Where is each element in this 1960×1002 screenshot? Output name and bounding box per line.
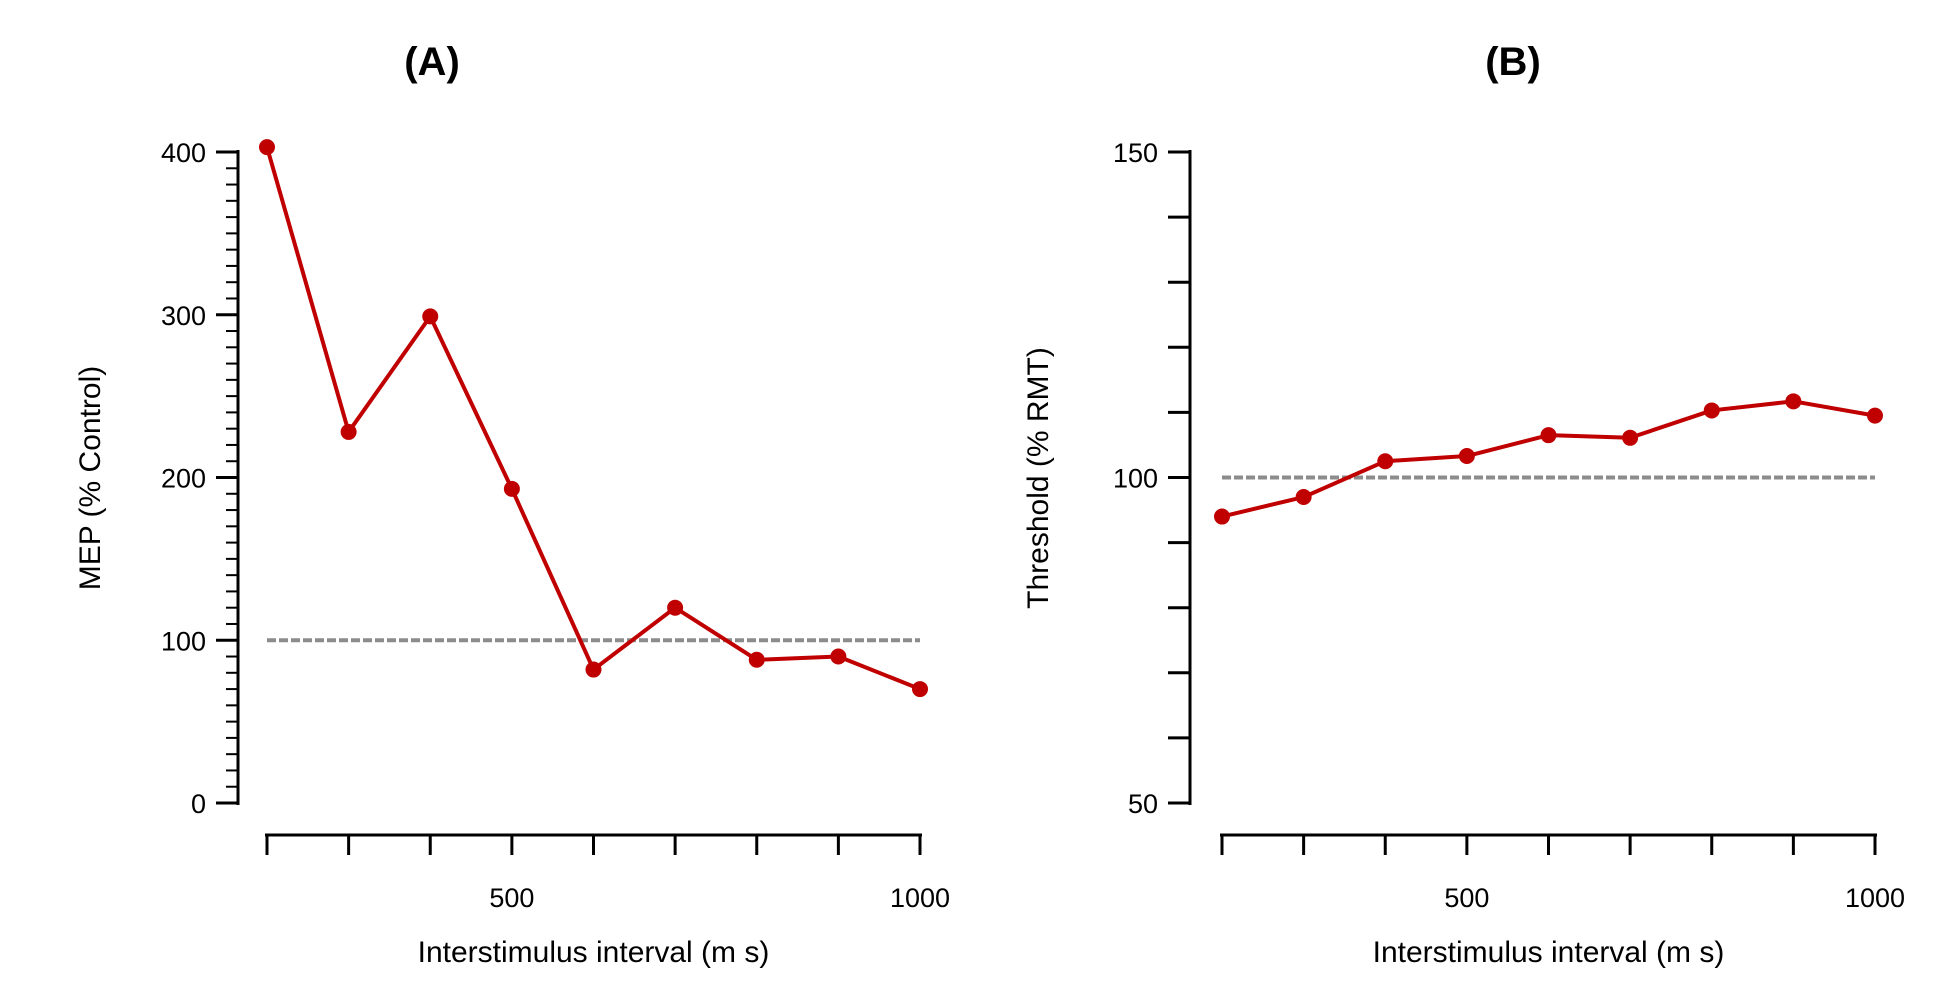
y-tick-label: 100 — [1113, 464, 1158, 494]
data-point — [340, 423, 357, 440]
chart-title: (B) — [1485, 40, 1541, 84]
x-axis-label: Interstimulus interval (m s) — [1373, 936, 1725, 969]
y-tick-label: 0 — [191, 789, 206, 819]
x-tick-label: 1000 — [1845, 883, 1905, 913]
y-axis-label: Threshold (% RMT) — [1022, 347, 1055, 609]
data-point — [503, 480, 520, 497]
data-point — [1867, 407, 1883, 424]
data-point — [912, 681, 928, 698]
y-tick-label: 300 — [161, 301, 206, 331]
data-point — [1458, 448, 1475, 465]
x-tick-label: 1000 — [890, 883, 950, 913]
data-point — [830, 648, 847, 665]
data-point — [1214, 508, 1230, 525]
y-tick-label: 200 — [161, 464, 206, 494]
data-point — [667, 599, 684, 616]
data-point — [1295, 489, 1312, 506]
series-line — [265, 146, 921, 691]
y-tick-label: 100 — [161, 626, 206, 656]
data-point — [1540, 427, 1557, 444]
series-line — [1221, 399, 1876, 519]
data-point — [1703, 402, 1720, 419]
chart-panel-a: (A) 0 100 200 300 400 MEP (% Control) 500 1000 In… — [74, 40, 950, 969]
x-axis-label: Interstimulus interval (m s) — [418, 936, 770, 969]
x-tick-label: 500 — [1444, 883, 1489, 913]
y-tick-label: 50 — [1128, 789, 1158, 819]
x-tick-label: 500 — [489, 883, 534, 913]
data-point — [1377, 453, 1394, 470]
y-tick-label: 400 — [161, 138, 206, 168]
data-point — [422, 308, 439, 325]
data-point — [1785, 393, 1802, 410]
data-point — [1622, 429, 1639, 446]
chart-panel-b: (B) 50 100 150 Threshold (% RMT) 500 1000 Inter… — [1022, 40, 1905, 969]
y-tick-label: 150 — [1113, 138, 1158, 168]
chart-title: (A) — [404, 40, 460, 84]
y-axis-label: MEP (% Control) — [74, 366, 107, 591]
data-point — [259, 139, 275, 156]
data-point — [585, 661, 602, 678]
data-point — [748, 651, 765, 668]
